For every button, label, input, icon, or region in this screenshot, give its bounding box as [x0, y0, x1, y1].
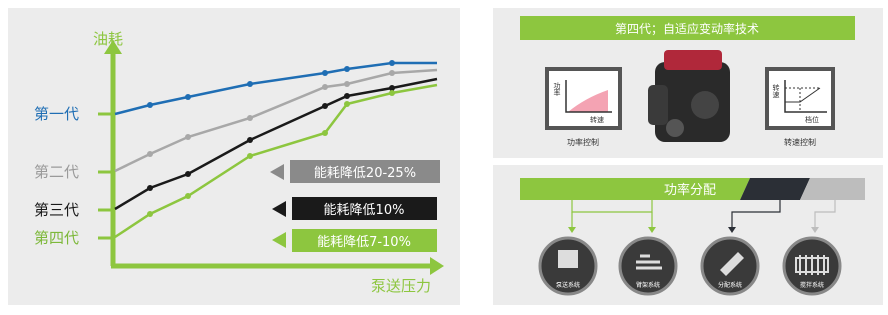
icon-y-label: 转速 [772, 83, 780, 99]
series-label: 第三代 [34, 201, 79, 219]
callout-text: 能耗降低10% [324, 203, 405, 218]
x-axis-label: 泵送压力 [371, 277, 431, 295]
series-label: 第四代 [34, 229, 79, 247]
callout-text: 能耗降低7-10% [317, 235, 411, 250]
bar-segment [800, 178, 865, 200]
icon-x-label: 转速 [590, 115, 604, 124]
series-label: 第一代 [34, 105, 79, 123]
icon-y-label: 功率 [553, 81, 561, 97]
engine-image [648, 50, 730, 142]
system-label: 臂架系统 [636, 281, 660, 289]
icon-x-label: 档位 [805, 115, 819, 124]
page: 油耗 泵送压力 第一代 第二代 第三代 第四代 能耗降低20-25% 能耗降低1… [0, 0, 888, 315]
system-label: 搅拌系统 [800, 281, 824, 289]
chart-panel [8, 8, 460, 305]
series-label: 第二代 [34, 163, 79, 181]
bar-segment [740, 178, 810, 200]
infographic: 油耗 泵送压力 第一代 第二代 第三代 第四代 能耗降低20-25% 能耗降低1… [0, 0, 888, 315]
callout-text: 能耗降低20-25% [314, 166, 416, 181]
icon-inner [769, 71, 831, 126]
panel-title: 功率分配 [664, 182, 716, 198]
y-axis-label: 油耗 [93, 30, 123, 48]
panel-title: 第四代；自适应变动率技术 [615, 21, 759, 36]
system-label: 泵送系统 [556, 281, 580, 289]
icon-caption: 转速控制 [784, 137, 816, 147]
icon-caption: 功率控制 [567, 137, 599, 147]
system-label: 分配系统 [718, 281, 742, 289]
